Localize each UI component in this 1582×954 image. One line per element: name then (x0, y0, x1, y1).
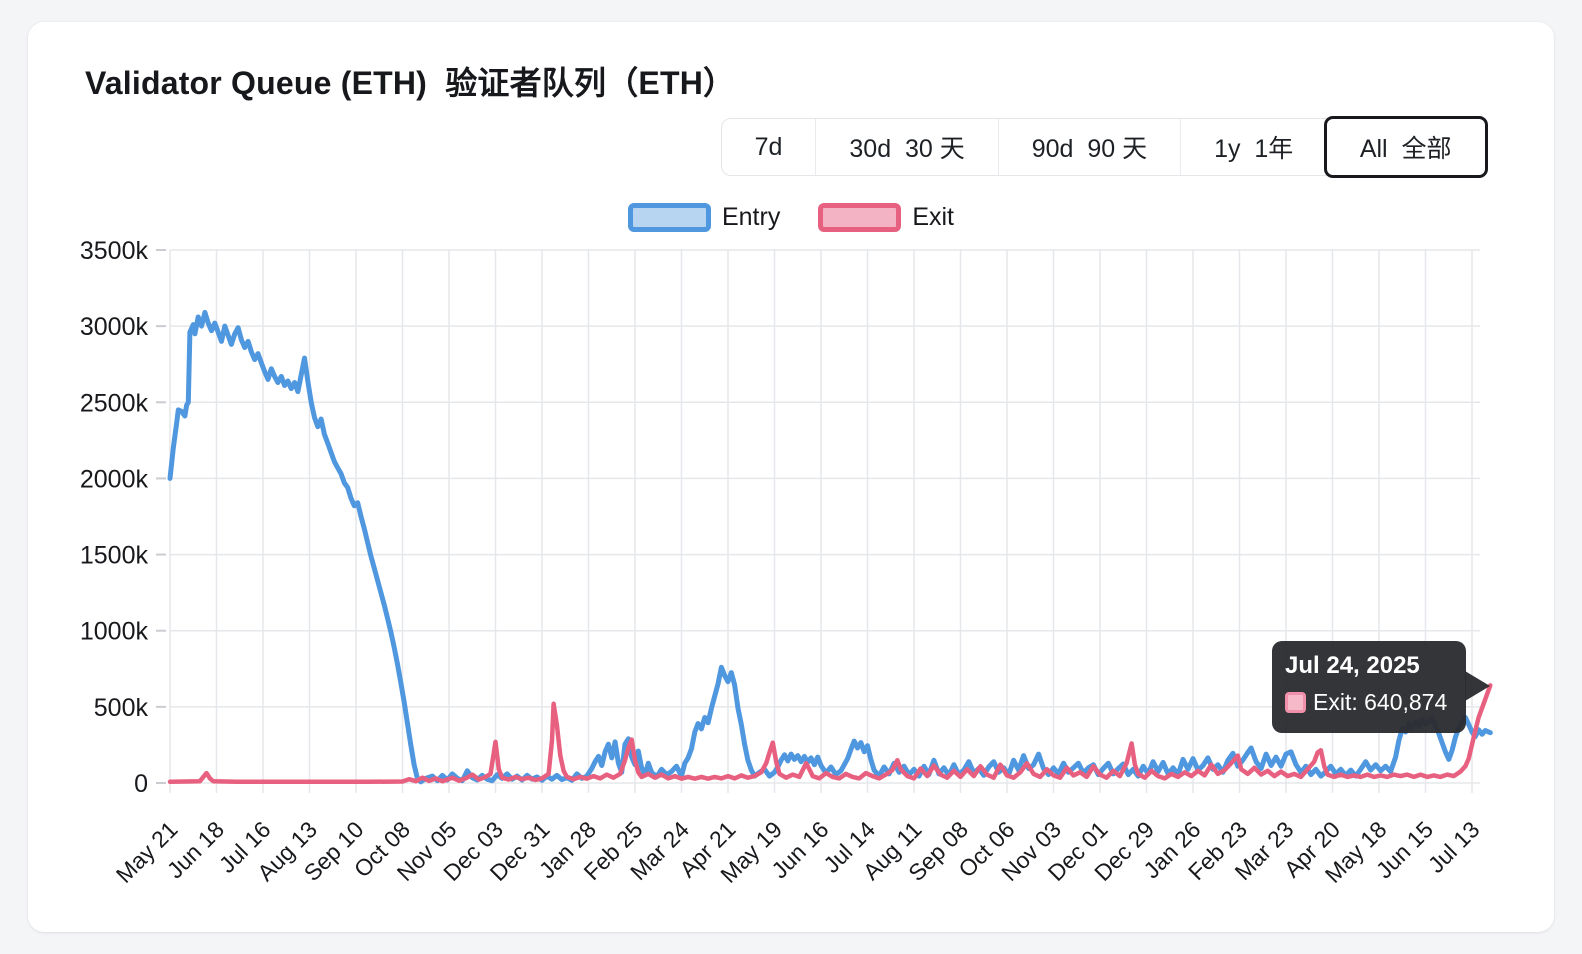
tooltip-date: Jul 24, 2025 (1285, 652, 1420, 679)
range-button-90d[interactable]: 90d 90 天 (997, 119, 1180, 175)
legend-item-exit[interactable]: Exit (818, 202, 955, 232)
chart-legend: Entry Exit (28, 200, 1554, 234)
tooltip-series-value: Exit: 640,874 (1313, 689, 1448, 715)
exit-legend-swatch (818, 202, 902, 232)
y-axis-label: 1000k (80, 618, 149, 646)
exit-legend-label: Exit (912, 202, 955, 231)
y-axis-label: 3000k (80, 313, 149, 341)
x-axis-label: Jul 13 (1423, 816, 1485, 878)
y-axis-label: 500k (94, 694, 149, 722)
validator-queue-line-chart[interactable]: 0 500k 1000k 1500k 2000k 2500k 3000k 3500k May 2… (28, 22, 1554, 932)
exit-line (167, 683, 1493, 785)
chart-card: Validator Queue (ETH) 验证者队列（ETH） 7d 30d 3… (28, 22, 1554, 932)
chart-title: Validator Queue (ETH) 验证者队列（ETH） (85, 65, 736, 101)
entry-legend-label: Entry (721, 202, 781, 231)
tooltip-exit-swatch (1285, 692, 1306, 713)
range-button-7d[interactable]: 7d (722, 119, 816, 175)
tooltip-row: Exit: 640,874 (1285, 689, 1456, 716)
range-button-1y[interactable]: 1y 1年 (1180, 119, 1326, 175)
chart-tooltip: Jul 24, 2025 Exit: 640,874 (1272, 641, 1490, 733)
y-axis-label: 3500k (80, 237, 149, 265)
entry-legend-swatch (627, 202, 711, 232)
y-axis-label: 1500k (80, 542, 149, 570)
range-button-30d[interactable]: 30d 30 天 (815, 119, 997, 175)
x-axis-label: May 21 (111, 816, 183, 888)
time-range-selector: 7d 30d 30 天 90d 90 天 1y 1年 All 全部 (720, 116, 1488, 178)
y-axis-label: 2000k (80, 465, 149, 493)
y-axis-label: 2500k (80, 389, 149, 417)
range-button-all[interactable]: All 全部 (1323, 116, 1488, 178)
y-axis-label: 0 (134, 770, 148, 798)
legend-item-entry[interactable]: Entry (627, 202, 781, 232)
entry-line (167, 309, 1493, 785)
